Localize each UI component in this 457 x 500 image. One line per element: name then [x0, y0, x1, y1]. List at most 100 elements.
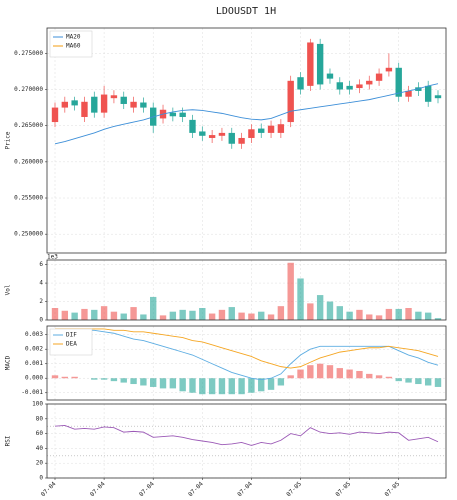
candle-body — [120, 96, 127, 104]
y-tick-label: 0.002 — [25, 346, 43, 353]
volume-bar — [61, 310, 69, 320]
y-tick-label: 40 — [36, 445, 44, 452]
candle-body — [297, 77, 304, 90]
volume-bar — [179, 309, 186, 320]
volume-bar — [287, 262, 294, 320]
candle-body — [228, 132, 235, 144]
macd-bar — [51, 375, 59, 379]
macd-bar — [297, 369, 304, 379]
candle-body — [277, 124, 285, 133]
volume-bar — [297, 278, 304, 320]
volume-bar — [385, 308, 393, 320]
candle-body — [130, 101, 137, 108]
offset-label: 1e3 — [47, 254, 58, 261]
volume-bar — [336, 306, 343, 320]
macd-bar — [169, 378, 177, 389]
chart-title: LDOUSDT 1H — [216, 6, 276, 17]
line — [55, 328, 439, 369]
volume-bar — [159, 315, 167, 320]
macd-bar — [130, 378, 137, 385]
legend-label: MA60 — [66, 43, 81, 50]
macd-bar — [228, 378, 235, 395]
y-axis-label: RSI — [5, 435, 12, 446]
candle-body — [356, 84, 363, 89]
volume-bar — [366, 314, 373, 320]
y-tick-label: 4 — [39, 280, 43, 287]
volume-bar — [100, 306, 108, 320]
y-tick-label: 80 — [36, 415, 44, 422]
volume-bar — [150, 296, 157, 320]
candle-body — [71, 100, 78, 106]
panel-frame — [46, 403, 447, 479]
volume-bar — [424, 312, 432, 320]
volume-bar — [71, 312, 78, 320]
macd-bar — [179, 378, 186, 392]
volume-bar — [346, 311, 353, 320]
candle-body — [81, 101, 88, 117]
candle-body — [169, 112, 177, 117]
candle-body — [238, 137, 245, 144]
y-axis-label: Vol — [5, 284, 12, 295]
y-tick-label: 0.265000 — [14, 122, 43, 129]
line — [55, 328, 439, 381]
y-tick-label: 0.250000 — [14, 231, 43, 238]
candle-body — [366, 80, 373, 85]
macd-bar — [356, 370, 363, 379]
volume-bar — [415, 311, 422, 320]
y-axis-label: Price — [5, 131, 12, 149]
candle-body — [267, 125, 275, 133]
macd-bar — [159, 378, 167, 389]
panel-frame — [46, 27, 447, 254]
y-tick-label: 0.001 — [25, 360, 43, 367]
macd-bar — [385, 376, 393, 379]
volume-bar — [238, 312, 245, 320]
candle-body — [110, 95, 118, 99]
y-tick-label: 0 — [39, 317, 43, 324]
macd-bar — [336, 368, 343, 379]
macd-bar — [208, 378, 216, 395]
candle-body — [316, 43, 324, 85]
volume-bar — [120, 313, 127, 320]
macd-bar — [189, 378, 196, 393]
volume-bar — [130, 307, 137, 320]
y-tick-label: 0.270000 — [14, 86, 43, 93]
candle-body — [424, 85, 432, 102]
volume-bar — [218, 309, 226, 320]
y-axis-label: MACD — [5, 355, 12, 370]
candle-body — [395, 67, 402, 97]
macd-bar — [424, 378, 432, 386]
macd-bar — [110, 378, 118, 382]
y-tick-label: 0.003 — [25, 331, 43, 338]
macd-bar — [267, 378, 275, 390]
macd-bar — [395, 378, 402, 382]
volume-bar — [316, 295, 324, 320]
macd-bar — [287, 375, 294, 379]
volume-bar — [51, 308, 59, 320]
macd-bar — [277, 378, 285, 386]
candle-body — [208, 135, 216, 138]
macd-bar — [218, 378, 226, 395]
macd-bar — [61, 376, 69, 379]
volume-bar — [110, 311, 118, 320]
macd-bar — [140, 378, 147, 386]
candle-body — [326, 73, 334, 79]
candle-body — [140, 102, 147, 108]
candle-body — [307, 42, 314, 86]
y-tick-label: 0 — [39, 475, 43, 482]
panel-frame — [46, 325, 447, 401]
candle-body — [179, 112, 186, 117]
macd-bar — [434, 378, 442, 387]
macd-bar — [307, 365, 314, 379]
candle-body — [61, 101, 69, 108]
legend-label: MA20 — [66, 34, 81, 41]
volume-bar — [307, 303, 314, 320]
candle-body — [375, 73, 383, 81]
candle-body — [287, 80, 294, 123]
volume-bar — [277, 306, 285, 320]
macd-bar — [405, 378, 412, 383]
y-tick-label: 20 — [36, 460, 44, 467]
candle-body — [258, 128, 265, 133]
y-tick-label: 100 — [32, 401, 43, 408]
